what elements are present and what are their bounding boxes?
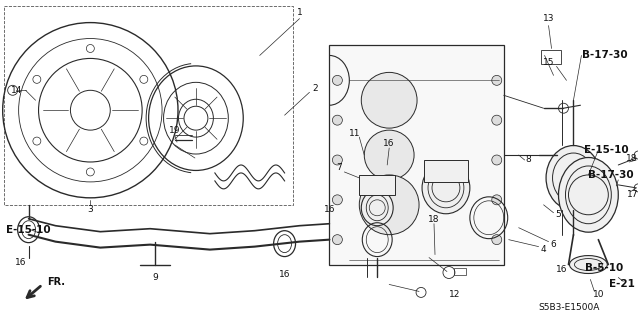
Circle shape <box>332 235 342 245</box>
Circle shape <box>362 72 417 128</box>
Text: 14: 14 <box>11 86 22 95</box>
Circle shape <box>492 235 502 245</box>
Ellipse shape <box>559 158 618 232</box>
Bar <box>359 175 395 195</box>
Text: 8: 8 <box>525 155 531 165</box>
Text: E-21: E-21 <box>609 279 636 289</box>
Ellipse shape <box>422 162 470 214</box>
Text: 16: 16 <box>15 258 26 267</box>
Text: 15: 15 <box>543 58 554 67</box>
Text: B-17-30: B-17-30 <box>582 50 627 61</box>
Text: 11: 11 <box>349 129 360 137</box>
Bar <box>424 160 468 182</box>
Text: 2: 2 <box>313 84 318 93</box>
Text: 7: 7 <box>337 163 342 173</box>
Text: 17: 17 <box>627 190 638 199</box>
Circle shape <box>332 155 342 165</box>
Text: B-5-10: B-5-10 <box>585 263 623 272</box>
Bar <box>541 50 561 64</box>
Text: 12: 12 <box>449 290 461 299</box>
Circle shape <box>492 115 502 125</box>
Text: 13: 13 <box>543 14 554 23</box>
Text: 16: 16 <box>556 265 567 274</box>
Circle shape <box>332 115 342 125</box>
Text: 1: 1 <box>297 8 303 17</box>
Ellipse shape <box>570 256 607 273</box>
Text: 18: 18 <box>428 215 440 224</box>
Ellipse shape <box>546 145 601 210</box>
Text: 4: 4 <box>541 245 547 254</box>
Text: 6: 6 <box>550 240 556 249</box>
Text: 5: 5 <box>556 210 561 219</box>
Text: 16: 16 <box>279 270 291 279</box>
Text: E-15-10: E-15-10 <box>584 145 628 155</box>
Text: FR.: FR. <box>47 278 65 287</box>
Circle shape <box>332 75 342 85</box>
Text: 9: 9 <box>152 273 158 282</box>
Text: S5B3-E1500A: S5B3-E1500A <box>539 303 600 312</box>
Circle shape <box>492 195 502 205</box>
Circle shape <box>359 175 419 235</box>
Text: B-17-30: B-17-30 <box>588 170 633 180</box>
Text: 16: 16 <box>383 138 395 148</box>
Text: 16: 16 <box>324 205 335 214</box>
Bar <box>330 46 504 264</box>
Text: 18: 18 <box>625 153 637 162</box>
Text: 10: 10 <box>593 290 604 299</box>
Text: E-15-10: E-15-10 <box>6 225 51 235</box>
Bar <box>4 6 292 205</box>
Bar <box>454 268 466 276</box>
Circle shape <box>492 75 502 85</box>
Text: 3: 3 <box>88 205 93 214</box>
Text: 19: 19 <box>169 126 180 135</box>
Circle shape <box>492 155 502 165</box>
Circle shape <box>364 130 414 180</box>
Circle shape <box>332 195 342 205</box>
Ellipse shape <box>362 190 393 226</box>
